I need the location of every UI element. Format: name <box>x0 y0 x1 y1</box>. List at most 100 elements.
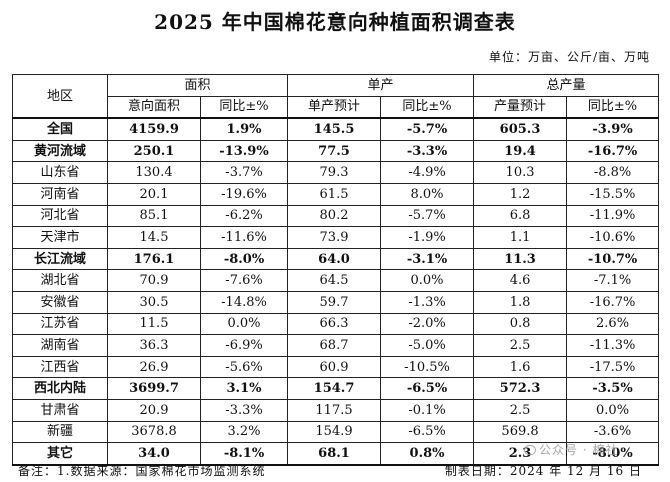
area-yoy-cell: 0.0% <box>199 312 289 336</box>
production-yoy-cell: -16.7% <box>566 139 660 163</box>
area-cell: 14.5 <box>107 226 201 249</box>
production-yoy-cell: -10.6% <box>566 226 660 249</box>
region-cell: 湖北省 <box>12 269 108 292</box>
production-yoy-cell: -3.6% <box>566 420 660 444</box>
header-area: 面积 <box>106 74 289 97</box>
cotton-table: 地区 面积 单产 总产量 意向面积 同比±% 单产预计 同比±% 产量预计 同比… <box>12 74 660 466</box>
production-cell: 1.1 <box>473 226 568 249</box>
production-cell: 569.8 <box>473 420 568 444</box>
region-cell: 河南省 <box>12 182 108 206</box>
production-yoy-cell: 0.0% <box>566 398 660 422</box>
yield-yoy-cell: -5.7% <box>380 204 475 228</box>
production-cell: 2.3 <box>473 442 568 466</box>
header-production-value: 产量预计 <box>473 95 568 119</box>
header-area-yoy: 同比±% <box>199 95 289 119</box>
area-yoy-cell: 3.1% <box>199 377 289 400</box>
region-cell: 西北内陆 <box>12 377 108 400</box>
table-row: 甘肃省 20.9 -3.3% 117.5 -0.1% 2.5 0.0% <box>12 398 660 422</box>
header-area-value: 意向面积 <box>107 95 201 119</box>
region-cell: 甘肃省 <box>12 398 108 422</box>
production-yoy-cell: -7.1% <box>566 269 660 292</box>
yield-yoy-cell: -3.3% <box>380 139 475 163</box>
area-yoy-cell: -11.6% <box>199 226 289 249</box>
page-title: 2025 年中国棉花意向种植面积调查表 <box>154 10 516 34</box>
yield-yoy-cell: 8.0% <box>380 182 475 206</box>
wechat-icon <box>524 444 536 455</box>
area-cell: 4159.9 <box>107 117 201 141</box>
area-cell: 20.1 <box>107 182 201 206</box>
table-row: 全国 4159.9 1.9% 145.5 -5.7% 605.3 -3.9% <box>12 117 660 141</box>
region-cell: 河北省 <box>12 204 108 228</box>
area-yoy-cell: -7.6% <box>199 269 289 292</box>
table-row: 湖北省 70.9 -7.6% 64.5 0.0% 4.6 -7.1% <box>12 269 660 292</box>
production-cell: 2.5 <box>473 398 568 422</box>
yield-yoy-cell: -5.7% <box>380 117 475 141</box>
yield-cell: 117.5 <box>287 398 382 422</box>
yield-yoy-cell: -6.5% <box>380 377 475 400</box>
yield-yoy-cell: -1.3% <box>380 290 475 314</box>
area-yoy-cell: -19.6% <box>199 182 289 206</box>
production-cell: 1.6 <box>473 355 568 379</box>
yield-yoy-cell: 0.8% <box>380 442 475 466</box>
table-row: 其它 34.0 -8.1% 68.1 0.8% 2.3 -8.0% <box>12 442 660 466</box>
area-yoy-cell: -13.9% <box>199 139 289 163</box>
area-cell: 26.9 <box>107 355 201 379</box>
header-yield-yoy: 同比±% <box>380 95 475 119</box>
header-production: 总产量 <box>473 74 660 97</box>
area-yoy-cell: -6.2% <box>199 204 289 228</box>
yield-cell: 64.5 <box>287 269 382 292</box>
production-yoy-cell: -16.7% <box>566 290 660 314</box>
production-yoy-cell: -3.5% <box>566 377 660 400</box>
area-yoy-cell: -8.0% <box>199 247 289 271</box>
table-row: 江苏省 11.5 0.0% 66.3 -2.0% 0.8 2.6% <box>12 312 660 336</box>
table-row: 山东省 130.4 -3.7% 79.3 -4.9% 10.3 -8.8% <box>12 161 660 184</box>
header-row-2: 意向面积 同比±% 单产预计 同比±% 产量预计 同比±% <box>13 95 660 119</box>
table-row: 湖南省 36.3 -6.9% 68.7 -5.0% 2.5 -11.3% <box>12 334 660 357</box>
production-cell: 2.5 <box>473 334 568 357</box>
area-cell: 70.9 <box>107 269 201 292</box>
yield-cell: 80.2 <box>287 204 382 228</box>
production-yoy-cell: -8.8% <box>566 161 660 184</box>
area-cell: 250.1 <box>107 139 201 163</box>
area-yoy-cell: 1.9% <box>199 117 289 141</box>
area-cell: 3678.8 <box>107 420 201 444</box>
yield-cell: 77.5 <box>287 139 382 163</box>
production-cell: 10.3 <box>473 161 568 184</box>
header-production-yoy: 同比±% <box>566 95 660 119</box>
region-cell: 其它 <box>12 442 108 466</box>
production-yoy-cell: -10.7% <box>566 247 660 271</box>
area-cell: 85.1 <box>107 204 201 228</box>
table-row: 黄河流域 250.1 -13.9% 77.5 -3.3% 19.4 -16.7% <box>12 139 660 163</box>
header-yield: 单产 <box>287 74 475 97</box>
yield-yoy-cell: 0.0% <box>380 269 475 292</box>
yield-yoy-cell: -6.5% <box>380 420 475 444</box>
region-cell: 江西省 <box>12 355 108 379</box>
table-row: 河北省 85.1 -6.2% 80.2 -5.7% 6.8 -11.9% <box>12 204 660 228</box>
header-region: 地区 <box>12 74 108 119</box>
area-yoy-cell: -14.8% <box>199 290 289 314</box>
production-cell: 6.8 <box>473 204 568 228</box>
production-yoy-cell: -11.3% <box>566 334 660 357</box>
table-row: 西北内陆 3699.7 3.1% 154.7 -6.5% 572.3 -3.5% <box>12 377 660 400</box>
yield-cell: 79.3 <box>287 161 382 184</box>
unit-note: 单位：万亩、公斤/亩、万吨 <box>488 50 650 64</box>
area-cell: 36.3 <box>107 334 201 357</box>
production-yoy-cell: -15.5% <box>566 182 660 206</box>
production-yoy-cell: -11.9% <box>566 204 660 228</box>
yield-cell: 61.5 <box>287 182 382 206</box>
yield-yoy-cell: -10.5% <box>380 355 475 379</box>
yield-cell: 59.7 <box>287 290 382 314</box>
yield-yoy-cell: -0.1% <box>380 398 475 422</box>
area-cell: 176.1 <box>107 247 201 271</box>
yield-yoy-cell: -2.0% <box>380 312 475 336</box>
area-yoy-cell: -6.9% <box>199 334 289 357</box>
table-row: 江西省 26.9 -5.6% 60.9 -10.5% 1.6 -17.5% <box>12 355 660 379</box>
table-row: 天津市 14.5 -11.6% 73.9 -1.9% 1.1 -10.6% <box>12 226 660 249</box>
area-yoy-cell: 3.2% <box>199 420 289 444</box>
watermark-text: 公众号 · 棉社 <box>539 443 619 457</box>
area-cell: 30.5 <box>107 290 201 314</box>
table-row: 河南省 20.1 -19.6% 61.5 8.0% 1.2 -15.5% <box>12 182 660 206</box>
production-cell: 4.6 <box>473 269 568 292</box>
production-cell: 0.8 <box>473 312 568 336</box>
yield-yoy-cell: -5.0% <box>380 334 475 357</box>
